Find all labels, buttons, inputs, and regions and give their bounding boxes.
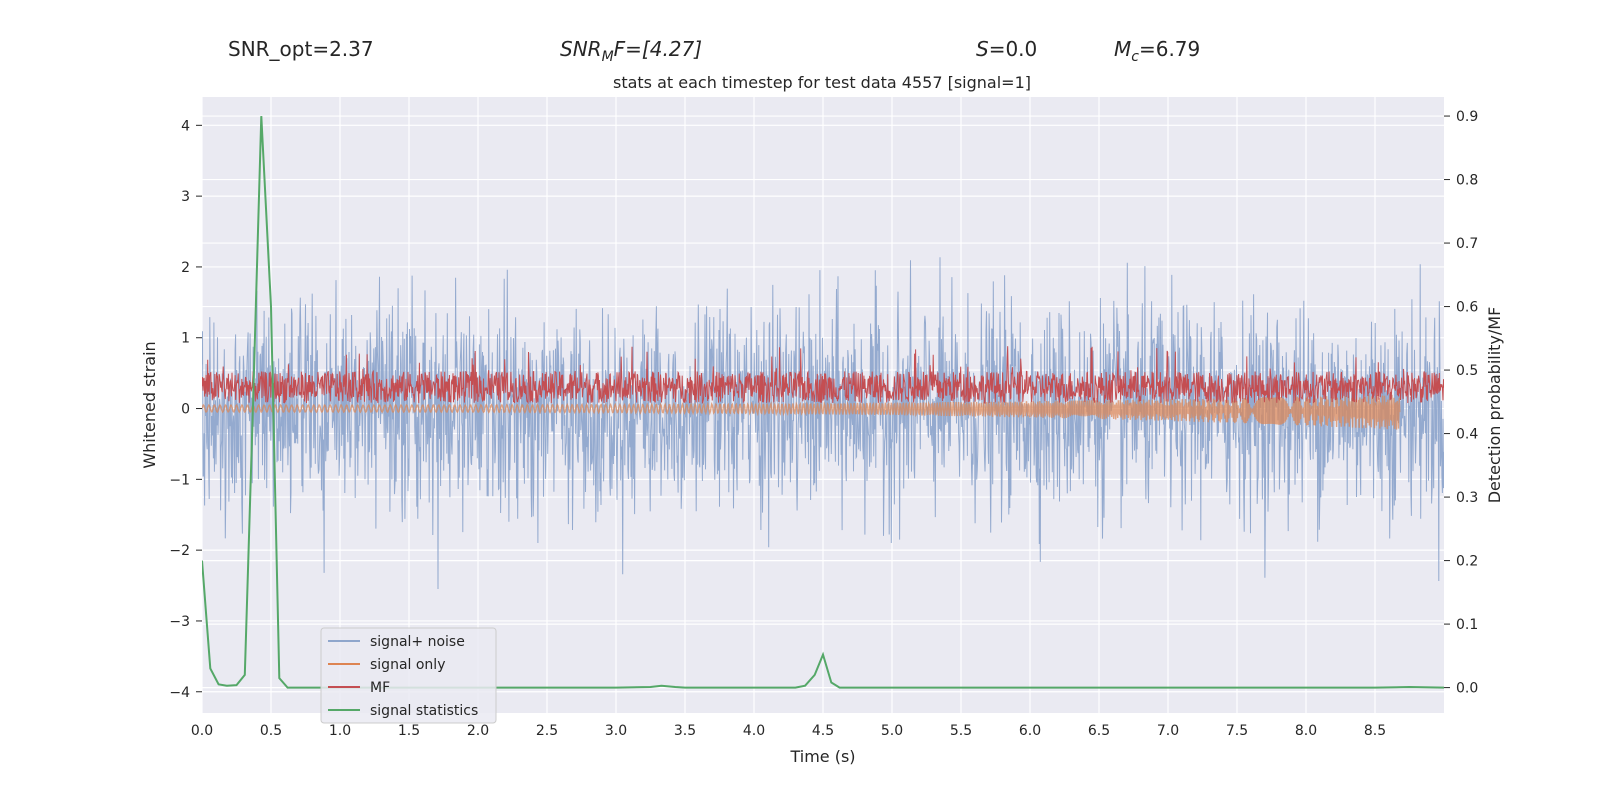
y-axis-label: Whitened strain (140, 341, 159, 468)
x-tick-label: 6.5 (1088, 723, 1110, 739)
y-tick-label: 1 (181, 331, 190, 347)
x-tick-label: 5.0 (881, 723, 903, 739)
y-tick-label: −1 (169, 472, 190, 488)
x-tick-label: 1.5 (398, 723, 420, 739)
x-tick-label: 3.5 (674, 723, 696, 739)
snr-mf-rest: F=[4.27] (614, 37, 702, 61)
y2-tick-label: 0.3 (1456, 490, 1478, 506)
legend-label-signal-only: signal only (370, 657, 445, 673)
y-tick-label: 0 (181, 402, 190, 418)
x-tick-label: 0.5 (260, 723, 282, 739)
series-layer (202, 116, 1444, 689)
s-rest: =0.0 (989, 37, 1038, 61)
y2-tick-label: 0.6 (1456, 300, 1478, 316)
x-tick-label: 2.5 (536, 723, 558, 739)
y2-tick-label: 0.1 (1456, 617, 1478, 633)
s-label: S=0.0 (976, 37, 1037, 61)
x-tick-label: 6.0 (1019, 723, 1041, 739)
x-tick-label: 7.0 (1157, 723, 1179, 739)
ticks-layer: 0.0 0.5 1.0 1.5 2.0 2.5 3.0 3.5 4.0 4.5 5.0 5.5 6.0 6… (169, 109, 1478, 739)
legend-label-signal-statistics: signal statistics (370, 703, 478, 719)
mc-label: Mc=6.79 (1114, 37, 1200, 65)
snr-opt-label: SNR_opt=2.37 (228, 37, 374, 61)
legend-label-mf: MF (370, 680, 390, 696)
snr-mf-sub: M (602, 49, 614, 65)
y2-tick-label: 0.2 (1456, 554, 1478, 570)
y2-tick-label: 0.0 (1456, 681, 1478, 697)
y2-tick-label: 0.5 (1456, 363, 1478, 379)
series-signal-only (202, 394, 1401, 430)
series-signal-statistics (202, 116, 1444, 689)
y-tick-label: 4 (181, 118, 190, 134)
x-tick-label: 7.5 (1226, 723, 1248, 739)
snr-mf-label: SNRMF=[4.27] (560, 37, 702, 65)
s-italic: S (976, 37, 989, 61)
series-mf (202, 346, 1444, 405)
x-tick-label: 4.5 (812, 723, 834, 739)
snr-mf-base: SNR (560, 37, 602, 61)
x-tick-label: 8.5 (1364, 723, 1386, 739)
legend: signal+ noise signal only MF signal stat… (320, 627, 497, 724)
x-tick-label: 2.0 (467, 723, 489, 739)
y2-tick-label: 0.9 (1456, 109, 1478, 125)
y-tick-label: −3 (169, 614, 190, 630)
legend-label-noise: signal+ noise (370, 634, 465, 650)
y-tick-label: 2 (181, 260, 190, 276)
x-tick-label: 8.0 (1295, 723, 1317, 739)
x-tick-label: 4.0 (743, 723, 765, 739)
x-tick-label: 5.5 (950, 723, 972, 739)
chart-title: stats at each timestep for test data 455… (613, 73, 1031, 92)
x-tick-label: 3.0 (605, 723, 627, 739)
y2-tick-label: 0.7 (1456, 236, 1478, 252)
mc-rest: =6.79 (1139, 37, 1200, 61)
y-tick-label: −4 (169, 685, 190, 701)
legend-box (320, 627, 497, 724)
y2-axis-label: Detection probability/MF (1485, 307, 1504, 504)
x-axis-label: Time (s) (789, 747, 855, 766)
x-tick-label: 1.0 (329, 723, 351, 739)
y2-tick-label: 0.4 (1456, 427, 1478, 443)
y-tick-label: −2 (169, 543, 190, 559)
mc-italic: M (1114, 37, 1131, 61)
x-tick-label: 0.0 (191, 723, 213, 739)
y2-tick-label: 0.8 (1456, 173, 1478, 189)
y-tick-label: 3 (181, 189, 190, 205)
mc-sub: c (1131, 49, 1139, 65)
